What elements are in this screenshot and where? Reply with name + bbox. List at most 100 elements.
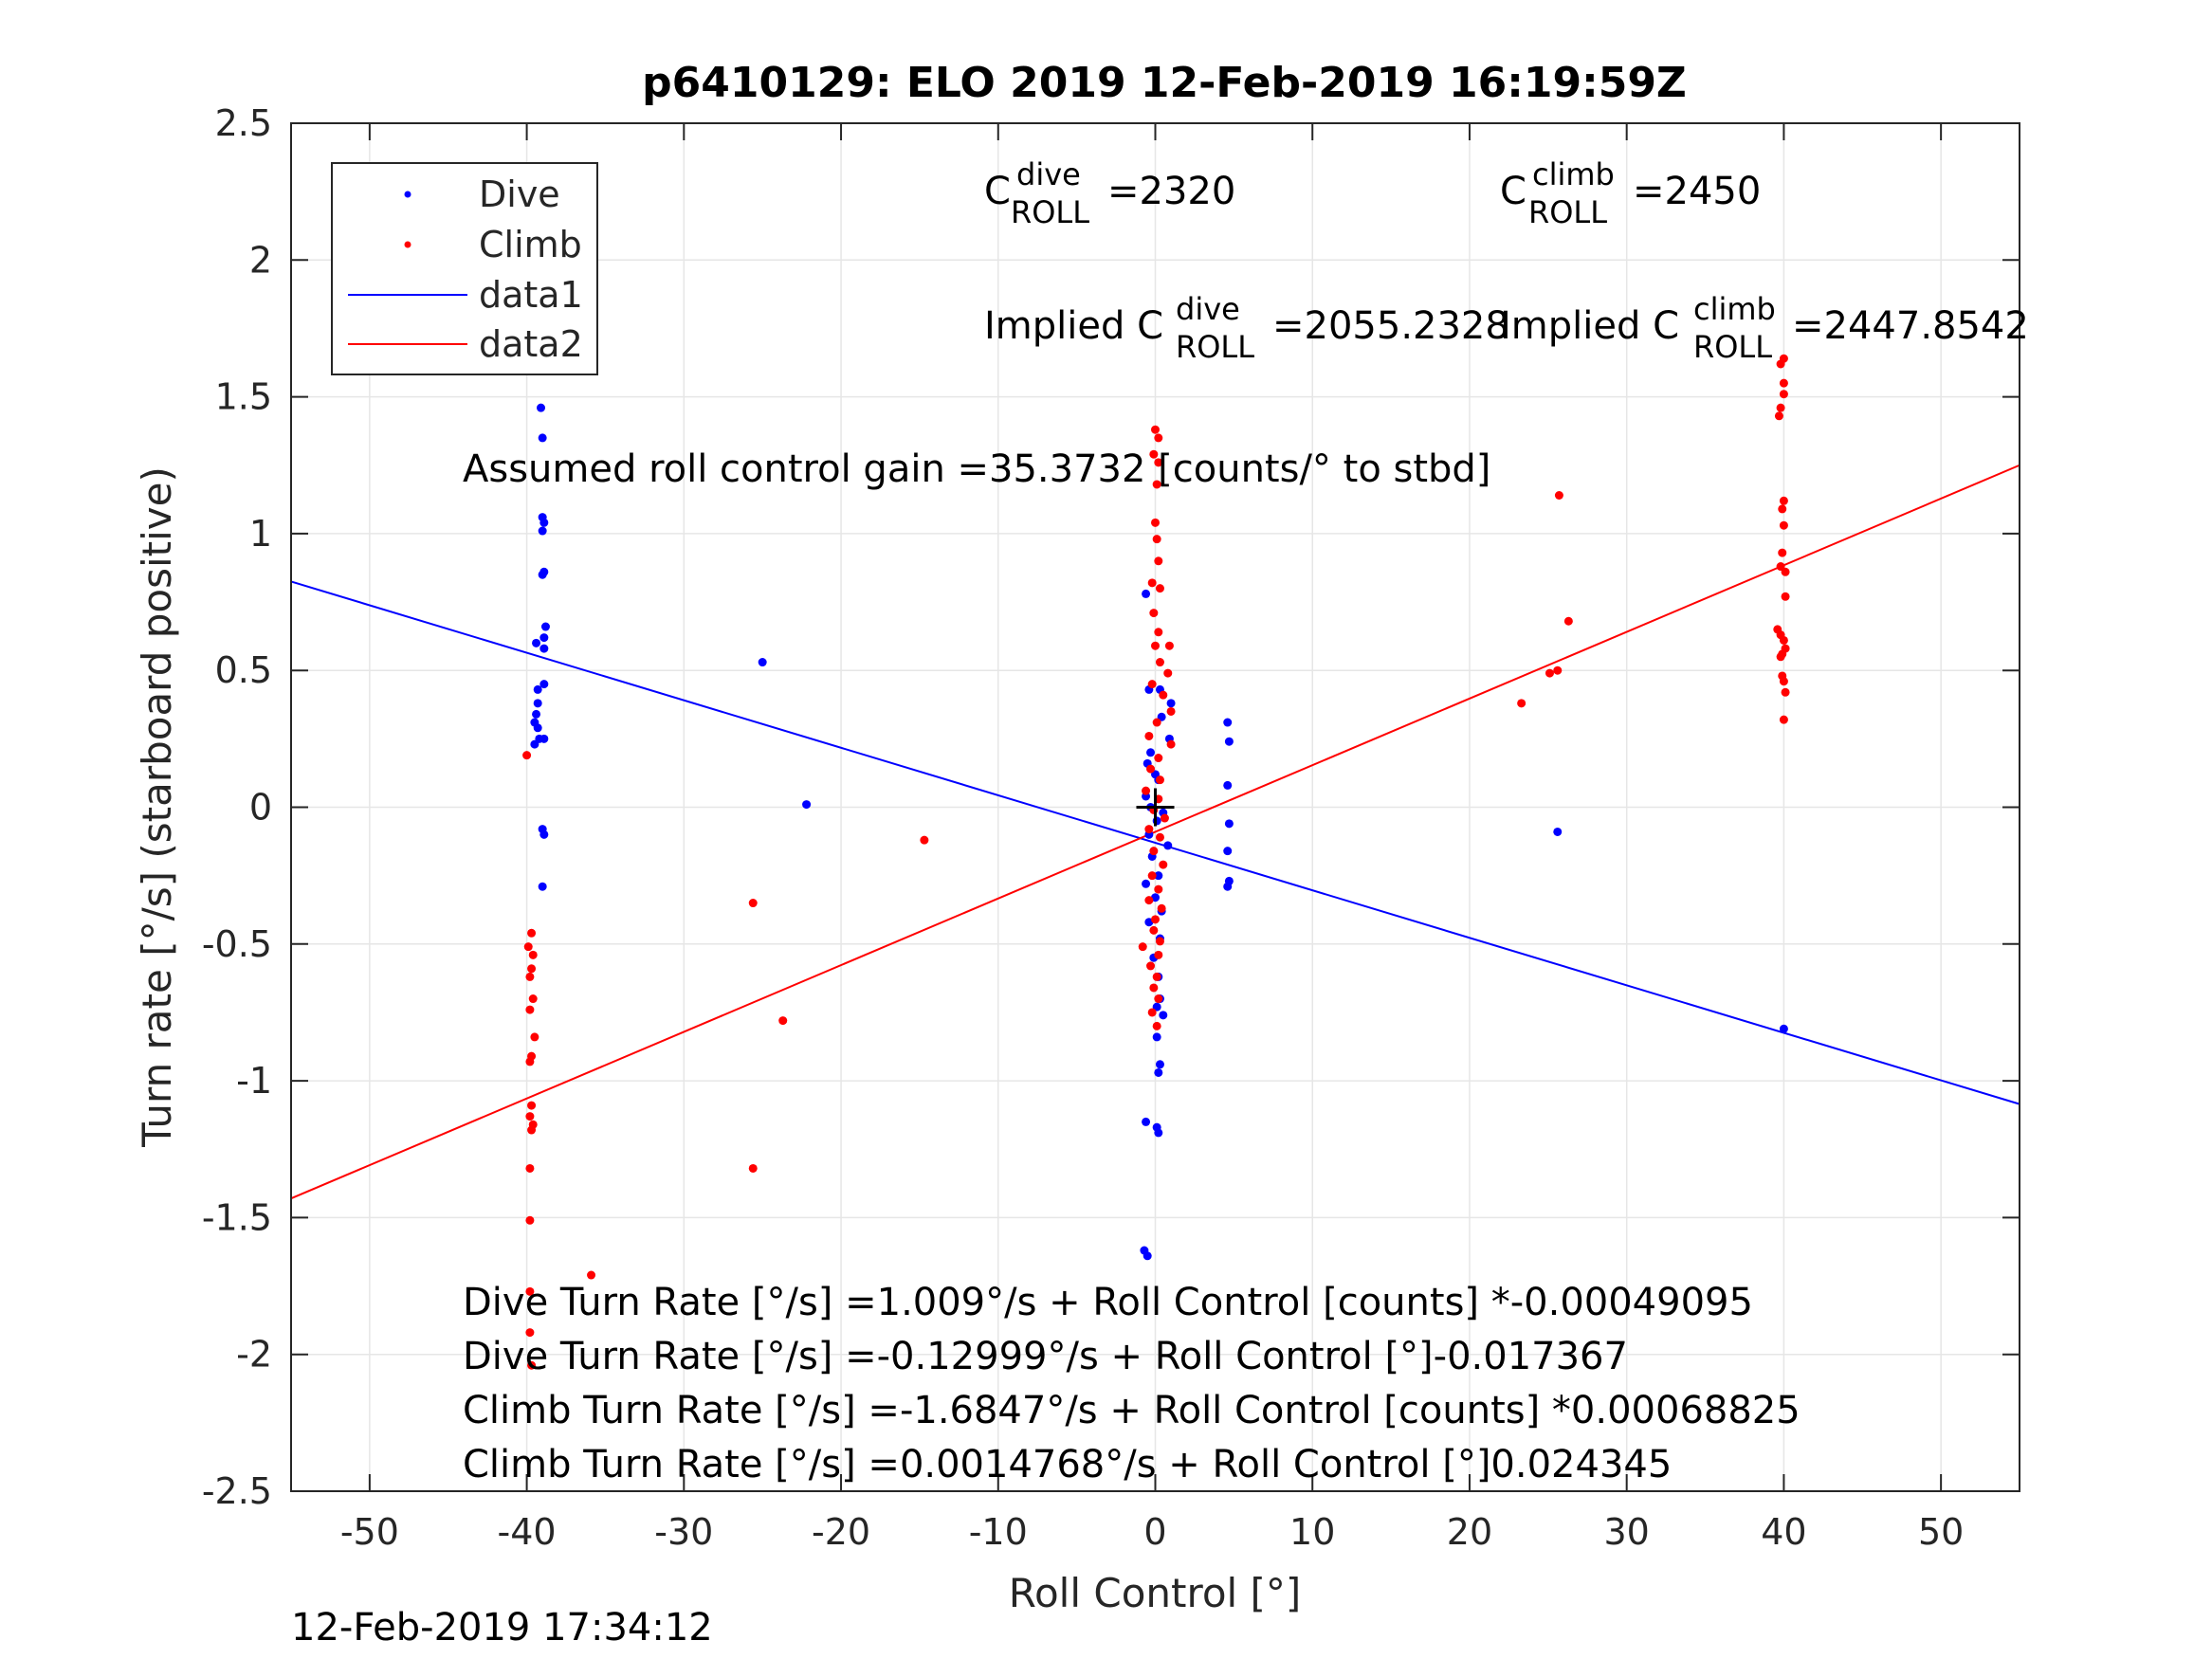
fit-lines [290,464,2020,1200]
data-point-climb [1155,832,1164,842]
data-point-dive [537,403,546,412]
data-point-climb [920,835,929,845]
data-point-dive [1159,1011,1168,1020]
implied-dive-prefix: Implied C [984,304,1163,348]
data-point-climb [748,1163,758,1173]
data-point-climb [1779,677,1788,686]
legend-box [331,162,598,375]
data-point-dive [540,622,550,631]
data-point-climb [1149,449,1159,459]
data-point-climb [1779,378,1788,388]
data-point-climb [1157,903,1166,913]
data-point-dive [1779,1024,1788,1033]
data-point-climb [525,1328,535,1338]
y-tick-label: -0.5 [202,923,272,965]
y-tick-label: 2.5 [215,102,272,144]
data-point-climb [778,1016,788,1026]
data-point-dive [1223,882,1233,891]
x-tick-label: -30 [654,1511,713,1553]
implied-dive-sup: dive [1176,291,1240,327]
data-point-dive [1154,1067,1163,1077]
data-point-climb [1149,847,1159,856]
data-point-climb [1155,775,1164,785]
y-tick-label: 1.5 [215,376,272,418]
data-point-climb [1154,556,1163,566]
data-point-dive [1553,827,1563,836]
data-point-climb [1154,950,1163,959]
tick-labels: -50 -40 -30 -20 -10 0 10 20 30 40 50-2.5-2-1.5-1-0… [202,102,1964,1553]
data-point-climb [1151,641,1160,650]
fit-line-data2 [290,464,2020,1200]
data-point-climb [1779,354,1788,363]
c-climb-value: =2450 [1633,170,1761,213]
data-point-climb [1553,665,1563,675]
data-point-climb [1151,518,1160,527]
data-point-climb [1151,915,1160,924]
annotation-c-climb: C climb ROLL =2450 [1500,156,1761,230]
data-point-climb [1166,739,1176,749]
data-point-dive [1166,699,1176,708]
legend: Dive Climb data1 data2 [331,162,598,375]
data-point-climb [1147,578,1157,588]
data-point-climb [525,1005,535,1014]
y-axis-label: Turn rate [°/s] (starboard positive) [134,466,180,1148]
x-tick-label: 50 [1918,1511,1964,1553]
data-point-climb [527,964,537,974]
data-point-climb [1154,994,1163,1004]
data-point-climb [527,1101,537,1110]
data-point-climb [1152,480,1161,489]
data-point-climb [1138,942,1147,952]
data-point-climb [1146,961,1156,971]
data-point-climb [530,1032,539,1042]
data-point-dive [1142,879,1151,888]
c-dive-sup: dive [1016,156,1081,192]
data-point-climb [1144,825,1154,834]
x-tick-label: 40 [1761,1511,1806,1553]
data-point-dive [538,526,547,536]
y-tick-label: 0 [249,787,272,829]
data-point-climb [1154,433,1163,443]
data-point-dive [539,518,549,527]
data-point-climb [1779,520,1788,530]
x-tick-label: -20 [812,1511,870,1553]
data-point-climb [1149,925,1159,935]
x-tick-label: -50 [340,1511,399,1553]
data-point-climb [1154,884,1163,894]
data-point-climb [1154,628,1163,637]
data-point-climb [1154,458,1163,467]
data-point-climb [525,1057,535,1066]
data-point-climb [1152,1021,1161,1030]
data-point-climb [1545,668,1554,678]
data-point-climb [1563,616,1573,626]
y-tick-label: -2.5 [202,1470,272,1512]
data-point-climb [523,942,533,952]
y-tick-label: -1 [236,1060,272,1102]
data-point-climb [1146,764,1156,774]
data-point-dive [1163,841,1173,850]
data-point-dive [1223,718,1233,727]
data-point-dive [1154,871,1163,881]
data-point-climb [748,899,758,908]
x-tick-label: 0 [1143,1511,1166,1553]
data-point-climb [1778,548,1787,557]
data-point-dive [539,633,549,643]
data-point-dive [539,734,549,743]
data-point-climb [528,994,538,1004]
data-point-climb [527,928,537,938]
annotation-c-dive: C dive ROLL =2320 [984,156,1235,230]
data-point-climb [527,1125,537,1135]
c-dive-letter: C [984,170,1011,213]
x-tick-label: 10 [1289,1511,1335,1553]
data-point-climb [1779,390,1788,399]
ticks [291,122,2020,1492]
data-point-dive [1224,819,1234,829]
data-point-climb [1776,403,1785,412]
data-point-climb [1779,496,1788,505]
data-point-climb [1781,567,1790,576]
data-point-dive [1154,1128,1163,1138]
data-point-climb [1164,641,1174,650]
x-tick-label: 30 [1604,1511,1650,1553]
c-climb-letter: C [1500,170,1526,213]
legend-label-data1: data1 [479,274,583,316]
